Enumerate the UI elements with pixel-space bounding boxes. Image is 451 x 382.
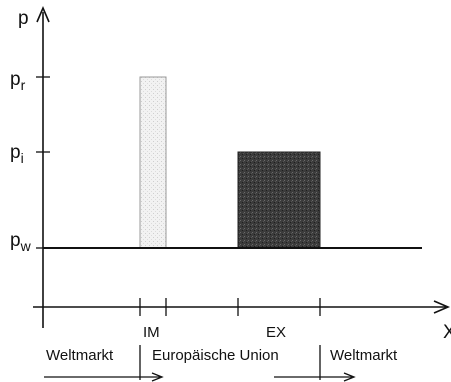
- label-pw: pw: [10, 230, 32, 254]
- import-block: [139, 76, 167, 249]
- export-block: [237, 151, 321, 249]
- label-pi: pi: [10, 142, 24, 166]
- region-middle-label: Europäische Union: [152, 347, 279, 364]
- export-label: EX: [266, 324, 286, 341]
- label-pr: pr: [10, 69, 26, 93]
- import-flow-arrowhead: [151, 372, 164, 382]
- x-axis-label: X: [443, 322, 451, 343]
- x-axis-arrowhead: [433, 300, 451, 314]
- import-label: IM: [143, 324, 160, 341]
- y-axis-label: p: [18, 8, 29, 29]
- export-flow-arrowhead: [343, 372, 356, 382]
- region-right-label: Weltmarkt: [330, 347, 398, 364]
- y-axis-arrowhead: [36, 5, 50, 23]
- region-left-label: Weltmarkt: [46, 347, 114, 364]
